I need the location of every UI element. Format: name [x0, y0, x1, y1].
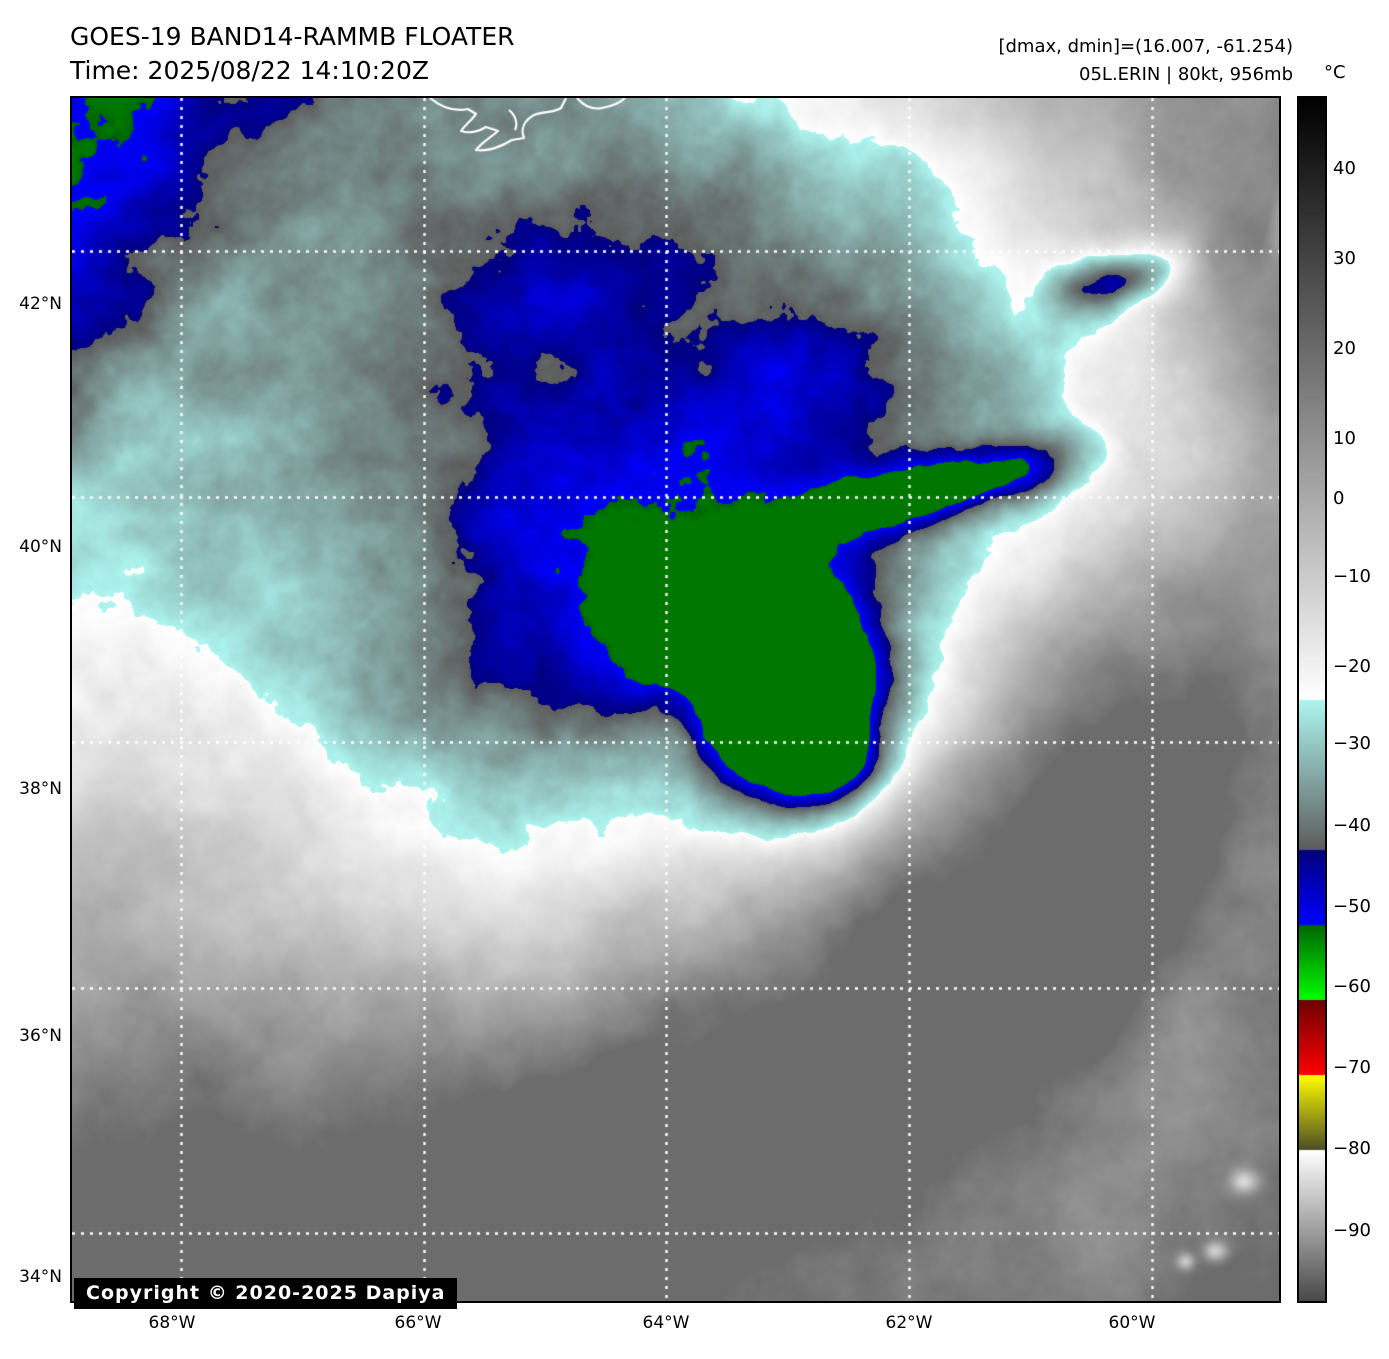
lat-tick-label-0: 42°N [19, 294, 62, 314]
colorbar-tick-label-7: −30 [1333, 733, 1371, 754]
colorbar-tick-label-6: −20 [1333, 656, 1371, 677]
timestamp-label: Time: 2025/08/22 14:10:20Z [70, 56, 429, 85]
colorbar-tick-label-13: −90 [1333, 1220, 1371, 1241]
colorbar-tick-label-5: −10 [1333, 566, 1371, 587]
satellite-imagery-canvas [72, 98, 1279, 1301]
lat-tick-label-1: 40°N [19, 537, 62, 557]
colorbar-tick-label-11: −70 [1333, 1057, 1371, 1078]
satellite-map[interactable] [70, 96, 1281, 1303]
colorbar-units-label: °C [1324, 62, 1346, 83]
page-title: GOES-19 BAND14-RAMMB FLOATER [70, 22, 515, 51]
lat-tick-label-4: 34°N [19, 1267, 62, 1287]
colorbar [1297, 96, 1327, 1303]
colorbar-tick-label-4: 0 [1333, 488, 1345, 509]
colorbar-tick-label-0: 40 [1333, 158, 1356, 179]
colorbar-tick-label-10: −60 [1333, 976, 1371, 997]
copyright-banner: Copyright © 2020-2025 Dapiya [74, 1278, 458, 1309]
colorbar-tick-label-2: 20 [1333, 338, 1356, 359]
storm-info-label: 05L.ERIN | 80kt, 956mb [1079, 64, 1293, 85]
colorbar-tick-label-12: −80 [1333, 1138, 1371, 1159]
lon-tick-label-2: 64°W [642, 1313, 690, 1333]
lat-tick-label-2: 38°N [19, 779, 62, 799]
lon-tick-label-3: 62°W [885, 1313, 933, 1333]
header-right: [dmax, dmin]=(16.007, -61.254) 05L.ERIN … [998, 33, 1293, 89]
header-left: GOES-19 BAND14-RAMMB FLOATER Time: 2025/… [70, 20, 514, 88]
colorbar-tick-label-1: 30 [1333, 248, 1356, 269]
colorbar-tick-label-8: −40 [1333, 815, 1371, 836]
dminmax-label: [dmax, dmin]=(16.007, -61.254) [998, 36, 1293, 57]
lon-tick-label-1: 66°W [394, 1313, 442, 1333]
lat-tick-label-3: 36°N [19, 1026, 62, 1046]
colorbar-tick-label-3: 10 [1333, 428, 1356, 449]
lon-tick-label-4: 60°W [1108, 1313, 1156, 1333]
colorbar-gradient [1299, 98, 1325, 1301]
colorbar-tick-label-9: −50 [1333, 896, 1371, 917]
lon-tick-label-0: 68°W [148, 1313, 196, 1333]
